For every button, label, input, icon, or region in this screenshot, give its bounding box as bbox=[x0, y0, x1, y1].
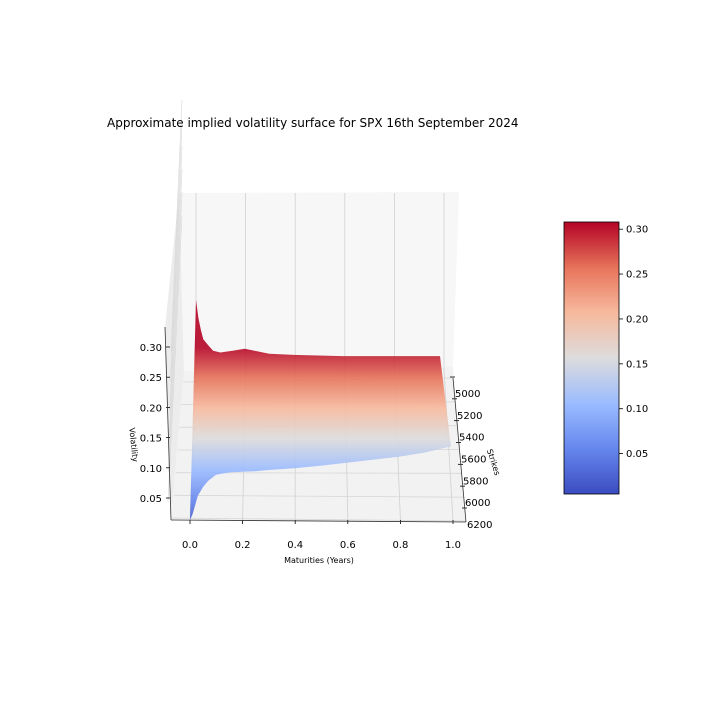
z-tick-label-4: 0.25 bbox=[140, 373, 162, 384]
chart-title: Approximate implied volatility surface f… bbox=[107, 116, 519, 130]
axis-ticks: 0.0 0.2 0.4 0.6 0.8 1.0 5000 5200 5400 5600 5800 60… bbox=[140, 326, 492, 551]
z-grid-side-5 bbox=[170, 99, 183, 352]
y-tick-label-1: 5200 bbox=[457, 411, 482, 422]
x-axis-line bbox=[170, 519, 467, 523]
z-grid-side-1 bbox=[168, 192, 183, 472]
x-tick-label-0: 0.0 bbox=[182, 540, 198, 551]
colorbar-tick-label-4: 0.25 bbox=[626, 270, 648, 281]
back-pane bbox=[179, 192, 459, 371]
colorbar-gradient bbox=[563, 221, 620, 495]
y-tick-label-3: 5600 bbox=[461, 455, 486, 466]
x-tick-label-4: 0.8 bbox=[392, 540, 408, 551]
x-axis-label: Maturities (Years) bbox=[284, 556, 354, 565]
volatility-surface bbox=[190, 299, 451, 521]
z-axis-line bbox=[164, 326, 172, 521]
z-tick-label-3: 0.20 bbox=[140, 403, 162, 414]
z-tick-label-1: 0.10 bbox=[140, 464, 162, 475]
colorbar-ticks: 0.05 0.10 0.15 0.20 0.25 0.30 bbox=[619, 225, 648, 460]
y-axis-line bbox=[452, 377, 467, 523]
x-tick-label-1: 0.2 bbox=[235, 540, 251, 551]
y-grid-5 bbox=[173, 494, 464, 498]
y-tick-label-0: 5000 bbox=[455, 389, 480, 400]
z-axis-label: Volatility bbox=[127, 427, 140, 463]
x-tick-label-5: 1.0 bbox=[445, 540, 461, 551]
colorbar-tick-label-1: 0.10 bbox=[626, 404, 648, 415]
x-tick-label-2: 0.4 bbox=[287, 540, 303, 551]
y-grid-6 bbox=[171, 517, 467, 522]
z-tick-label-2: 0.15 bbox=[140, 434, 162, 445]
y-tick-label-4: 5800 bbox=[463, 476, 488, 487]
colorbar: 0.05 0.10 0.15 0.20 0.25 0.30 bbox=[563, 221, 648, 495]
z-grid-side-3 bbox=[169, 145, 183, 412]
y-tick-label-2: 5400 bbox=[459, 433, 484, 444]
colorbar-tick-label-2: 0.15 bbox=[626, 359, 648, 370]
z-grid-side-0 bbox=[167, 215, 183, 503]
z-tick-label-0: 0.05 bbox=[140, 494, 162, 505]
colorbar-tick-label-3: 0.20 bbox=[626, 314, 648, 325]
y-axis-label: Strikes bbox=[485, 448, 502, 477]
z-tick-label-5: 0.30 bbox=[140, 343, 162, 354]
z-grid-side-4 bbox=[170, 122, 183, 382]
x-tick-label-3: 0.6 bbox=[340, 540, 356, 551]
surface-mesh bbox=[190, 299, 451, 521]
colorbar-tick-label-5: 0.30 bbox=[626, 225, 648, 236]
z-grid-side-2 bbox=[168, 169, 183, 442]
y-tick-label-6: 6200 bbox=[467, 520, 492, 531]
colorbar-tick-label-0: 0.05 bbox=[626, 449, 648, 460]
y-tick-label-5: 6000 bbox=[465, 498, 490, 509]
